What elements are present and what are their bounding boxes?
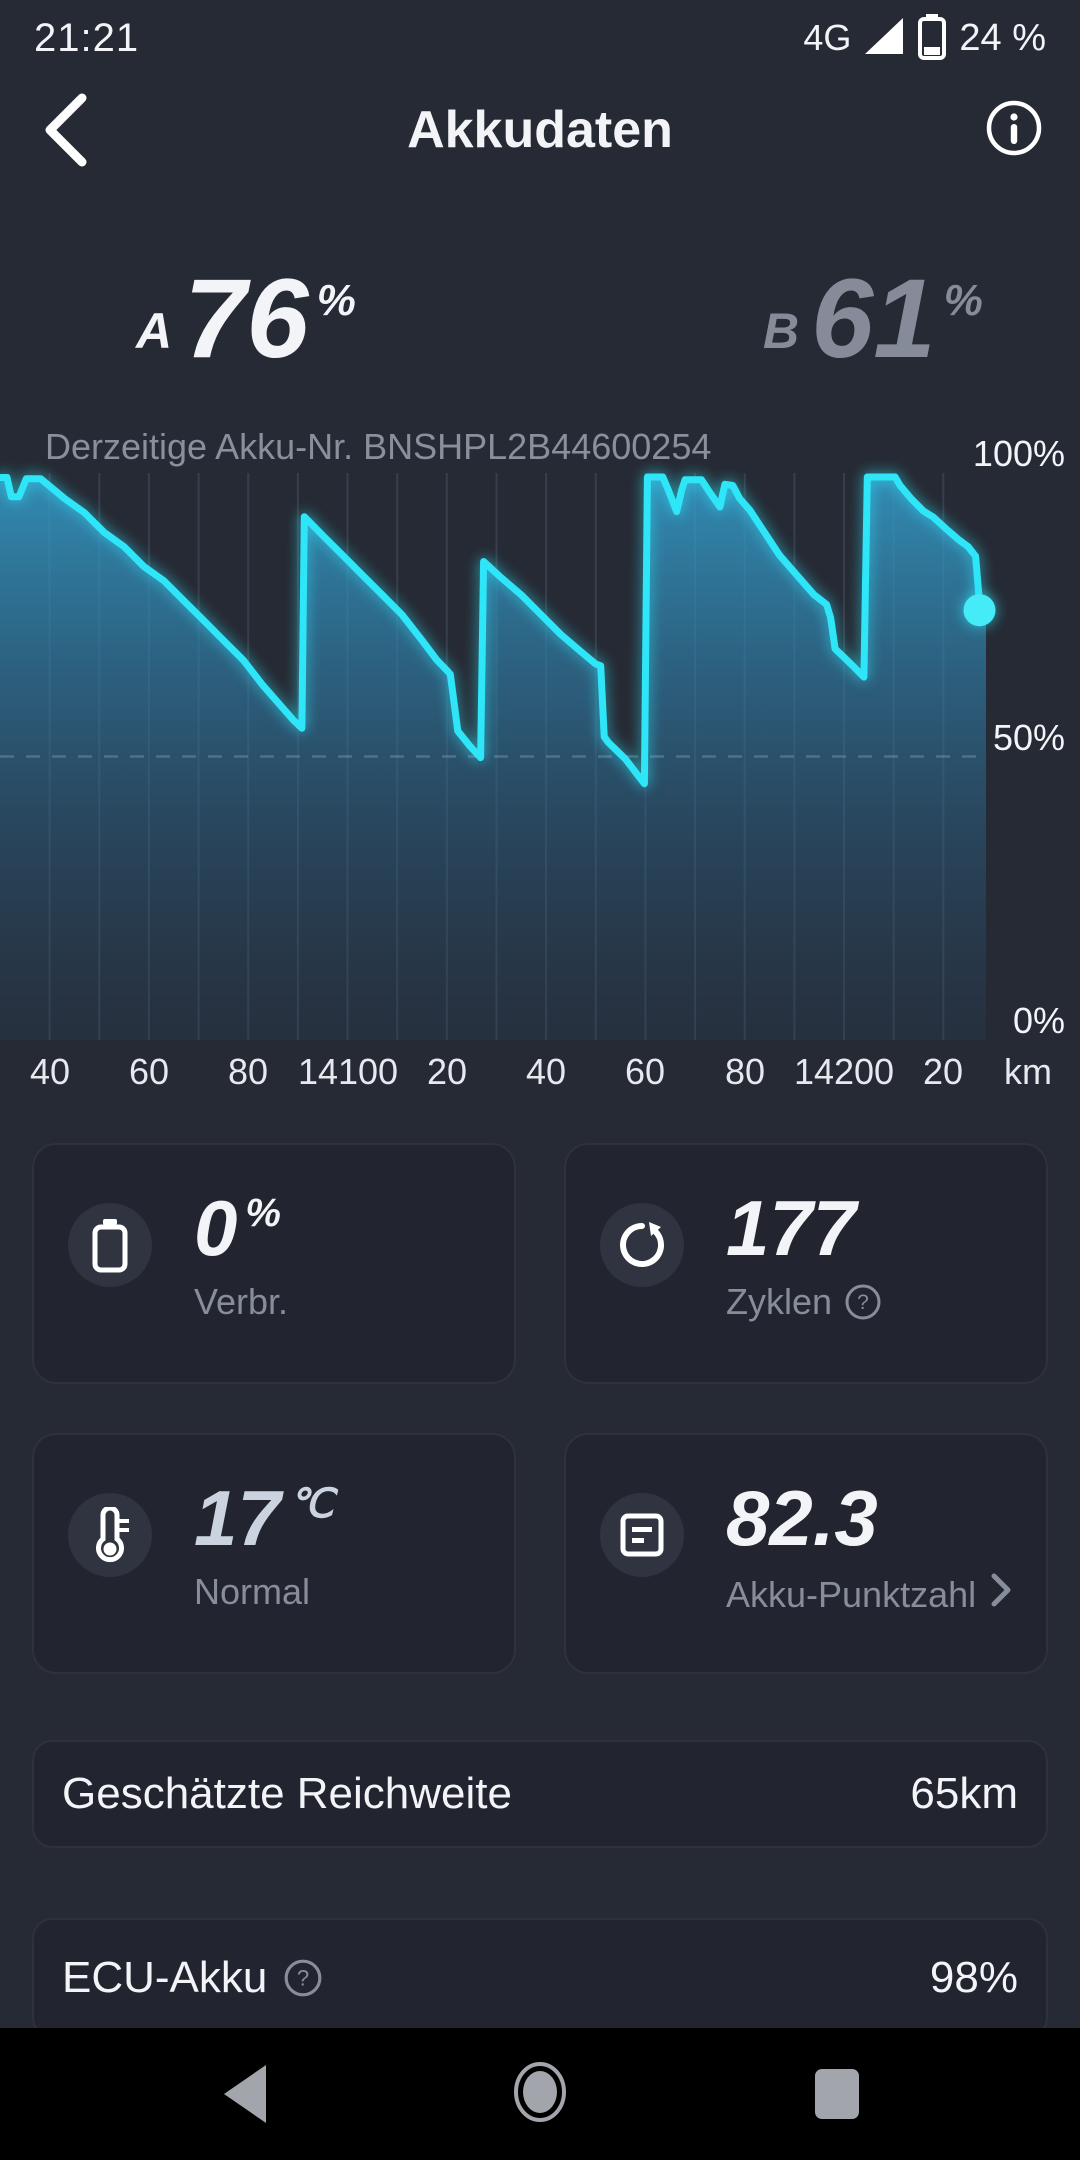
card-consumption: 0 % Verbr. xyxy=(32,1143,516,1384)
battery-b-readout: B 61 % xyxy=(763,256,983,381)
y-tick-label: 0% xyxy=(1012,1000,1065,1041)
x-tick-label: 14100 xyxy=(297,1051,399,1092)
ecu-battery-label: ECU-Akku xyxy=(62,1953,268,2002)
x-tick-label: 40 xyxy=(29,1051,71,1092)
consumption-label: Verbr. xyxy=(194,1281,289,1322)
score-value: 82.3 xyxy=(726,1474,878,1562)
battery-a-value: 76 xyxy=(184,256,309,381)
battery-b-unit: % xyxy=(943,276,983,325)
chart-area-fill xyxy=(0,477,986,1040)
nav-recents-button[interactable] xyxy=(757,2028,917,2160)
ecu-battery-value: 98% xyxy=(929,1953,1018,2002)
chevron-right-icon xyxy=(988,1571,1014,1618)
cycles-value: 177 xyxy=(726,1184,857,1272)
card-battery-score[interactable]: 82.3 Akku-Punktzahl xyxy=(564,1433,1048,1674)
nav-home-button[interactable] xyxy=(460,2028,620,2160)
estimated-range-value: 65km xyxy=(910,1769,1018,1818)
x-tick-label: 20 xyxy=(426,1051,468,1092)
nav-back-icon xyxy=(224,2065,266,2123)
card-cycles: 177 Zyklen ? xyxy=(564,1143,1048,1384)
cycles-icon xyxy=(600,1203,684,1287)
x-tick-label: 60 xyxy=(128,1051,170,1092)
chart-x-axis-unit: km xyxy=(1004,1051,1052,1092)
chart-y-axis-labels: 100% 50% 0% xyxy=(973,0,1080,1050)
x-tick-label: 40 xyxy=(525,1051,567,1092)
y-tick-label: 50% xyxy=(992,716,1065,758)
consumption-unit: % xyxy=(245,1191,281,1235)
info-button[interactable] xyxy=(984,98,1044,158)
x-tick-label: 80 xyxy=(724,1051,766,1092)
page-title: Akkudaten xyxy=(407,101,673,159)
x-tick-label: 14200 xyxy=(793,1051,895,1092)
info-icon xyxy=(984,100,1044,162)
temperature-unit: ℃ xyxy=(288,1482,334,1526)
android-navigation-bar xyxy=(0,2028,1080,2160)
network-type-label: 4G xyxy=(803,17,852,58)
nav-recents-icon xyxy=(815,2069,859,2119)
header: Akkudaten xyxy=(0,86,1080,176)
estimated-range-label: Geschätzte Reichweite xyxy=(62,1769,512,1818)
status-bar: 21:21 4G 24 % xyxy=(0,0,1080,70)
y-tick-label: 100% xyxy=(972,433,1065,474)
chart-endpoint-dot xyxy=(963,594,996,627)
cycles-help-icon[interactable]: ? xyxy=(844,1283,882,1321)
score-icon xyxy=(600,1493,684,1577)
signal-strength-icon xyxy=(863,16,905,61)
battery-b-value: 61 xyxy=(811,256,936,381)
chart-x-axis-labels: 40 60 80 14100 20 40 60 80 14200 20 xyxy=(0,1050,986,1096)
ecu-battery-help-icon[interactable]: ? xyxy=(283,1958,323,1998)
score-label: Akku-Punktzahl xyxy=(726,1573,977,1615)
temperature-label: Normal xyxy=(194,1571,311,1612)
temperature-value: 17 xyxy=(194,1474,281,1562)
back-button[interactable] xyxy=(40,92,110,172)
nav-home-icon xyxy=(512,2060,568,2129)
battery-history-chart xyxy=(0,473,996,1040)
thermometer-icon xyxy=(68,1493,152,1577)
battery-status-icon xyxy=(917,12,947,65)
battery-a-unit: % xyxy=(316,276,356,325)
consumption-value: 0 xyxy=(194,1184,238,1272)
nav-back-button[interactable] xyxy=(165,2028,325,2160)
cycles-label: Zyklen xyxy=(726,1281,833,1322)
battery-a-tag: A xyxy=(136,302,173,359)
status-time: 21:21 xyxy=(34,15,140,60)
battery-percent-label: 24 % xyxy=(959,16,1046,59)
back-chevron-icon xyxy=(40,92,90,173)
battery-b-tag: B xyxy=(763,302,800,359)
x-tick-label: 20 xyxy=(922,1051,964,1092)
x-tick-label: 60 xyxy=(624,1051,666,1092)
battery-serial-caption: Derzeitige Akku-Nr. BNSHPL2B44600254 xyxy=(45,426,712,467)
row-estimated-range: Geschätzte Reichweite 65km xyxy=(32,1740,1048,1848)
chart-soc-line xyxy=(0,473,983,788)
svg-text:?: ? xyxy=(857,1291,869,1314)
card-temperature: 17 ℃ Normal xyxy=(32,1433,516,1674)
battery-icon xyxy=(68,1203,152,1287)
x-tick-label: 80 xyxy=(227,1051,269,1092)
row-ecu-battery: ECU-Akku ? 98% xyxy=(32,1918,1048,2038)
battery-a-readout: A 76 % xyxy=(136,256,356,381)
svg-text:?: ? xyxy=(297,1965,309,1990)
